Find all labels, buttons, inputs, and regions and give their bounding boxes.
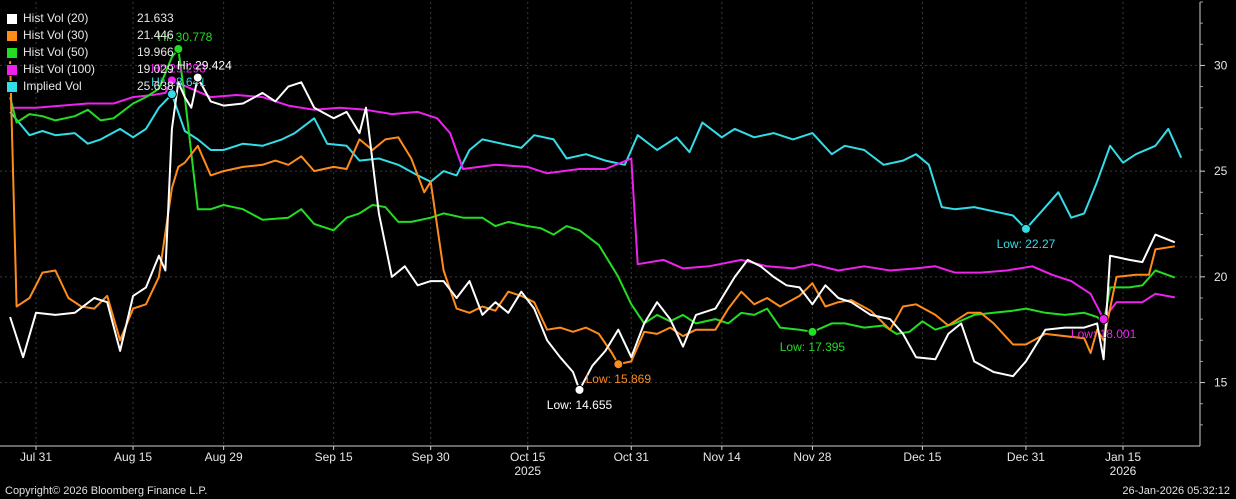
series-line-hist-vol-20 [9,76,1176,391]
legend-item: Hist Vol (30) 21.446 [6,27,174,44]
legend-series-name: Hist Vol (20) [23,11,89,25]
low-marker [1020,223,1031,234]
x-tick-label: Dec 15 [903,450,941,464]
x-tick-label: Dec 31 [1007,450,1045,464]
legend-series-name: Hist Vol (50) [23,45,89,59]
hi-marker [192,72,203,83]
x-tick-label: Oct 15 [510,450,546,464]
x-tick-label: Aug 29 [205,450,243,464]
hi-label: Hi: 29.293 [151,61,206,75]
legend-swatch [6,12,18,25]
low-marker [1098,314,1109,325]
hi-label: Hi: 30.778 [158,30,213,44]
y-tick-label: 20 [1214,270,1228,284]
low-marker [807,326,818,337]
x-tick-label: Sep 15 [315,450,353,464]
legend-swatch [6,63,18,76]
legend-swatch [6,29,18,42]
timestamp-text: 26-Jan-2026 05:32:12 [1122,485,1230,497]
low-label: Low: 15.869 [586,372,652,386]
legend-swatch [6,80,18,93]
legend-series-name: Hist Vol (100) [23,62,96,76]
legend-last-value: 21.633 [137,11,174,25]
legend-item: Implied Vol 25.638 [6,78,174,95]
legend-series-name: Implied Vol [23,79,82,93]
legend-item: Hist Vol (20) 21.633 [6,10,174,27]
x-tick-label: Aug 15 [114,450,152,464]
legend-last-value: 19.966 [137,45,174,59]
low-label: Low: 22.27 [997,237,1056,251]
x-tick-label: Oct 31 [614,450,650,464]
legend-last-value: 21.446 [137,28,174,42]
legend-item: Hist Vol (50) 19.966 [6,44,174,61]
hi-marker [166,75,177,86]
x-tick-label: Jul 31 [20,450,52,464]
year-label: 2025 [514,464,541,478]
legend-last-value: 25.638 [137,79,174,93]
legend-swatch [6,46,18,59]
year-label: 2026 [1110,464,1137,478]
legend-last-value: 19.029 [137,62,174,76]
x-tick-label: Sep 30 [412,450,450,464]
low-label: Low: 14.655 [547,398,613,412]
y-tick-label: 15 [1214,376,1228,390]
low-label: Low: 17.395 [780,340,846,354]
x-tick-label: Nov 28 [793,450,831,464]
x-tick-label: Jan 15 [1105,450,1141,464]
series-layer [9,48,1183,391]
hi-marker [166,89,177,100]
hi-label: Hi: 28.641 [151,75,206,89]
legend-series-name: Hist Vol (30) [23,28,89,42]
series-line-hist-vol-100 [10,79,1175,321]
y-tick-label: 25 [1214,164,1228,178]
y-tick-label: 30 [1214,58,1228,72]
low-marker [574,384,585,395]
low-label: Low: 18.001 [1071,327,1137,341]
grid-lines [0,2,1200,446]
legend-item: Hist Vol (100) 19.029 [6,61,174,78]
series-line-hist-vol-50 [9,48,1176,335]
hi-marker [173,43,184,54]
hi-label: Hi: 29.424 [177,59,232,73]
legend: Hist Vol (20) 21.633 Hist Vol (30) 21.446 Hi… [6,10,174,95]
x-tick-label: Nov 14 [703,450,741,464]
copyright-text: Copyright© 2026 Bloomberg Finance L.P. [5,485,208,497]
low-marker [613,359,624,370]
series-line-hist-vol-30 [9,61,1175,366]
